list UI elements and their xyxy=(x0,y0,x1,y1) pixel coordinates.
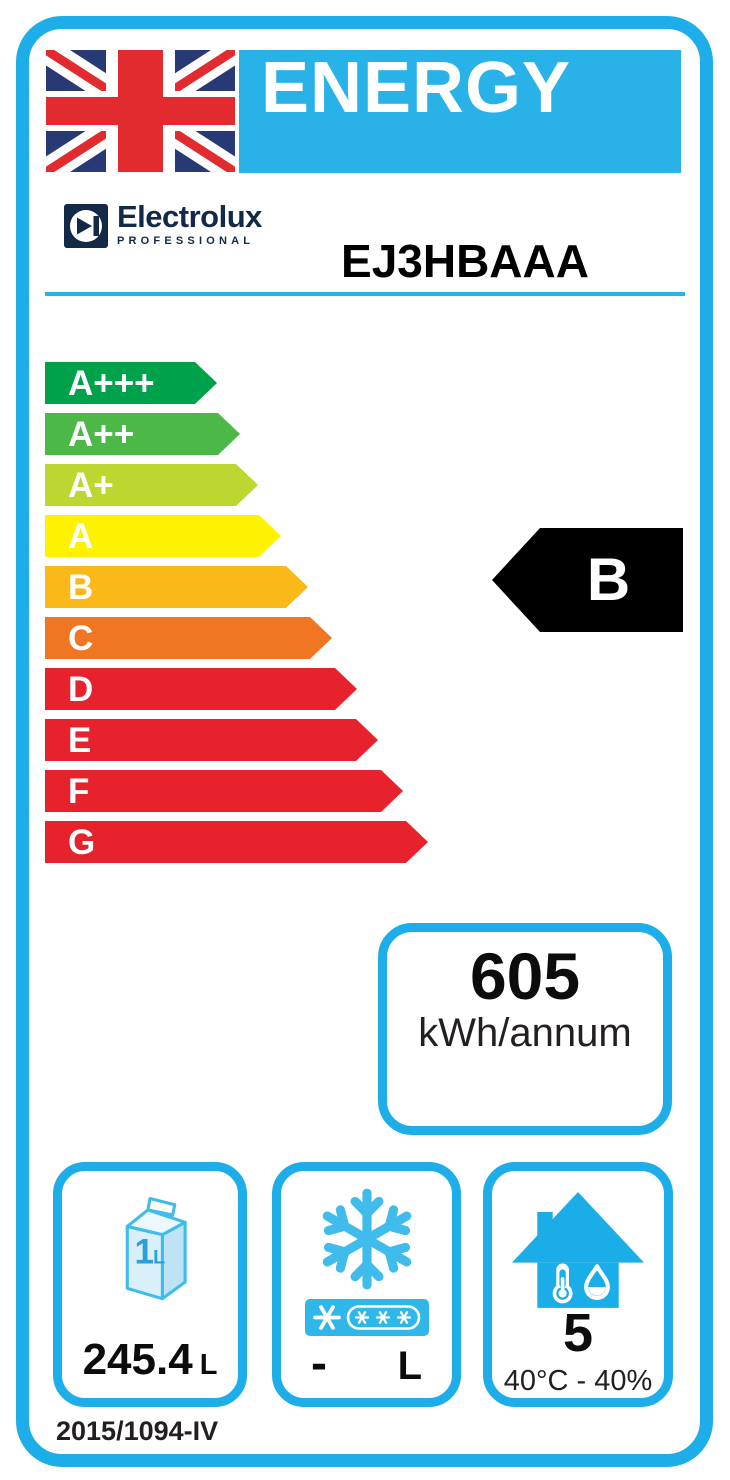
rating-arrow-g: G xyxy=(45,821,428,863)
climate-class-value: 5 xyxy=(562,1302,594,1363)
rating-arrow-e: E xyxy=(45,719,378,761)
current-rating-arrow: B xyxy=(492,528,683,632)
energy-consumption-box: 605 kWh/annum xyxy=(378,923,672,1135)
rating-arrow-label: E xyxy=(68,720,92,760)
energy-value: 605 xyxy=(469,939,581,1013)
rating-arrow-label: C xyxy=(68,618,94,658)
brand-logo: Electrolux PROFESSIONAL xyxy=(64,199,262,248)
uk-flag-icon xyxy=(46,50,235,172)
frozen-volume-box: - L xyxy=(272,1162,461,1407)
fresh-volume-value: 245.4 L xyxy=(82,1335,218,1384)
rating-arrow-b: B xyxy=(45,566,308,608)
rating-arrow-label: D xyxy=(68,669,94,709)
model-number: EJ3HBAAA xyxy=(341,235,589,287)
fresh-volume-box: 1 L 245.4 L xyxy=(53,1162,247,1407)
rating-arrow-label: A+ xyxy=(68,465,114,505)
rating-arrow-label: B xyxy=(68,567,94,607)
rating-arrow-f: F xyxy=(45,770,403,812)
rating-scale: A+++ A++ A+ A B C D E F G xyxy=(45,362,428,872)
snowflake-icon xyxy=(312,1184,422,1294)
rating-arrow-d: D xyxy=(45,668,357,710)
rating-arrow-label: G xyxy=(68,822,96,862)
energy-unit: kWh/annum xyxy=(418,1011,632,1056)
rating-arrow-a: A xyxy=(45,515,281,557)
svg-text:1: 1 xyxy=(135,1233,155,1272)
rating-arrow-app: A++ xyxy=(45,413,240,455)
brand-subtitle: PROFESSIONAL xyxy=(117,235,255,248)
rating-arrow-c: C xyxy=(45,617,332,659)
rating-arrow-label: A++ xyxy=(68,414,135,454)
electrolux-logo-icon xyxy=(64,204,108,248)
rating-arrow-label: A+++ xyxy=(68,363,155,403)
brand-name: Electrolux xyxy=(117,199,262,234)
rating-arrow-appp: A+++ xyxy=(45,362,217,404)
freezer-stars-icon xyxy=(304,1299,429,1336)
rating-arrow-label: F xyxy=(68,771,90,811)
frozen-volume-value: - L xyxy=(311,1337,422,1390)
climate-condition: 40°C - 40% xyxy=(503,1365,653,1397)
current-rating-letter: B xyxy=(586,546,631,613)
svg-text:L: L xyxy=(153,1247,165,1269)
milk-carton-icon: 1 L xyxy=(125,1197,187,1301)
house-thermometer-droplet-icon xyxy=(511,1192,645,1308)
rating-arrow-label: A xyxy=(68,516,94,556)
energy-title: ENERGY xyxy=(261,48,572,128)
climate-class-box: 5 40°C - 40% xyxy=(483,1162,673,1407)
divider xyxy=(45,292,685,296)
brand-text: Electrolux PROFESSIONAL xyxy=(117,199,262,248)
regulation-number: 2015/1094-IV xyxy=(56,1416,219,1446)
rating-arrow-ap: A+ xyxy=(45,464,258,506)
energy-banner: ENERGY xyxy=(239,50,681,173)
